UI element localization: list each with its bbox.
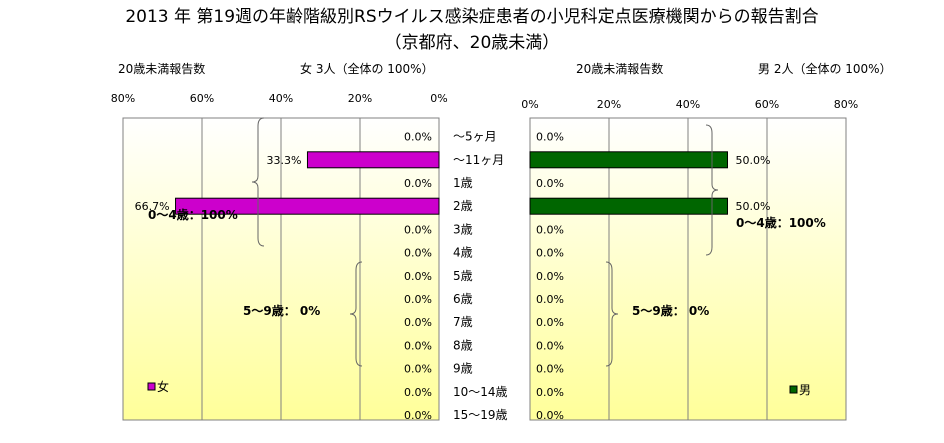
male-tick-label: 40% [676,98,700,111]
male-annotation-0-4: 0～4歳：100% [736,215,826,230]
male-brace-5-9 [605,261,619,367]
male-tick-label: 80% [834,98,858,111]
female-bar [175,197,440,215]
female-data-label: 0.0% [404,293,432,306]
category-label: ～11ヶ月 [453,153,504,167]
category-label: 3歳 [453,222,473,236]
female-tick-label: 60% [190,92,214,105]
female-annotation-5-9: 5～9歳： 0% [243,303,320,318]
category-label: 1歳 [453,176,473,190]
female-panel-caption: 20歳未満報告数 [118,62,206,76]
category-label: 15～19歳 [453,408,508,422]
male-data-label: 0.0% [536,177,564,190]
female-tick-label: 20% [348,92,372,105]
female-data-label: 0.0% [404,247,432,260]
male-tick-label: 0% [521,98,538,111]
male-brace-0-4 [705,124,719,256]
male-tick-label: 60% [755,98,779,111]
female-data-label: 0.0% [404,270,432,283]
female-data-label: 0.0% [404,223,432,236]
male-data-label: 0.0% [536,409,564,422]
category-label: 8歳 [453,338,473,352]
category-label: 2歳 [453,199,473,213]
male-bar [529,197,728,215]
male-summary-label: 男 2人（全体の 100%） [758,62,892,76]
male-data-label: 0.0% [536,131,564,144]
female-summary-label: 女 3人（全体の 100%） [300,62,434,76]
female-data-label: 0.0% [404,131,432,144]
male-data-label: 0.0% [536,223,564,236]
female-annotation-0-4: 0～4歳：100% [148,207,238,222]
female-data-label: 0.0% [404,316,432,329]
male-data-label: 0.0% [536,386,564,399]
female-data-label: 33.3% [267,154,302,167]
category-label: 4歳 [453,246,473,260]
female-legend-label: 女 [157,379,169,394]
female-data-label: 0.0% [404,339,432,352]
male-data-label: 0.0% [536,363,564,376]
category-label: 6歳 [453,292,473,306]
female-data-label: 0.0% [404,177,432,190]
female-tick-label: 40% [269,92,293,105]
female-data-label: 66.7% [135,200,170,213]
chart-subtitle: （京都府、20歳未満） [384,33,560,53]
female-tick-label: 80% [111,92,135,105]
category-label: 9歳 [453,362,473,376]
male-annotation-5-9: 5～9歳： 0% [632,303,709,318]
male-data-label: 0.0% [536,270,564,283]
male-data-label: 0.0% [536,339,564,352]
male-bar [529,151,728,169]
female-data-label: 0.0% [404,363,432,376]
category-label: 7歳 [453,315,473,329]
male-tick-label: 20% [597,98,621,111]
female-legend-swatch [147,382,156,391]
female-bar [306,151,440,169]
category-label: 5歳 [453,269,473,283]
male-data-label: 50.0% [736,154,771,167]
chart-title: 2013 年 第19週の年齢階級別RSウイルス感染症患者の小児科定点医療機関から… [125,7,819,27]
male-data-label: 50.0% [736,200,771,213]
male-data-label: 0.0% [536,293,564,306]
female-data-label: 0.0% [404,409,432,422]
category-label: ～5ヶ月 [453,130,497,144]
category-label: 10～14歳 [453,385,508,399]
female-brace-0-4 [251,117,265,247]
male-data-label: 0.0% [536,316,564,329]
female-tick-label: 0% [430,92,447,105]
male-data-label: 0.0% [536,247,564,260]
female-data-label: 0.0% [404,386,432,399]
male-panel-caption: 20歳未満報告数 [576,62,664,76]
male-legend-swatch [789,385,798,394]
female-brace-5-9 [349,261,363,367]
male-legend-label: 男 [799,383,811,397]
